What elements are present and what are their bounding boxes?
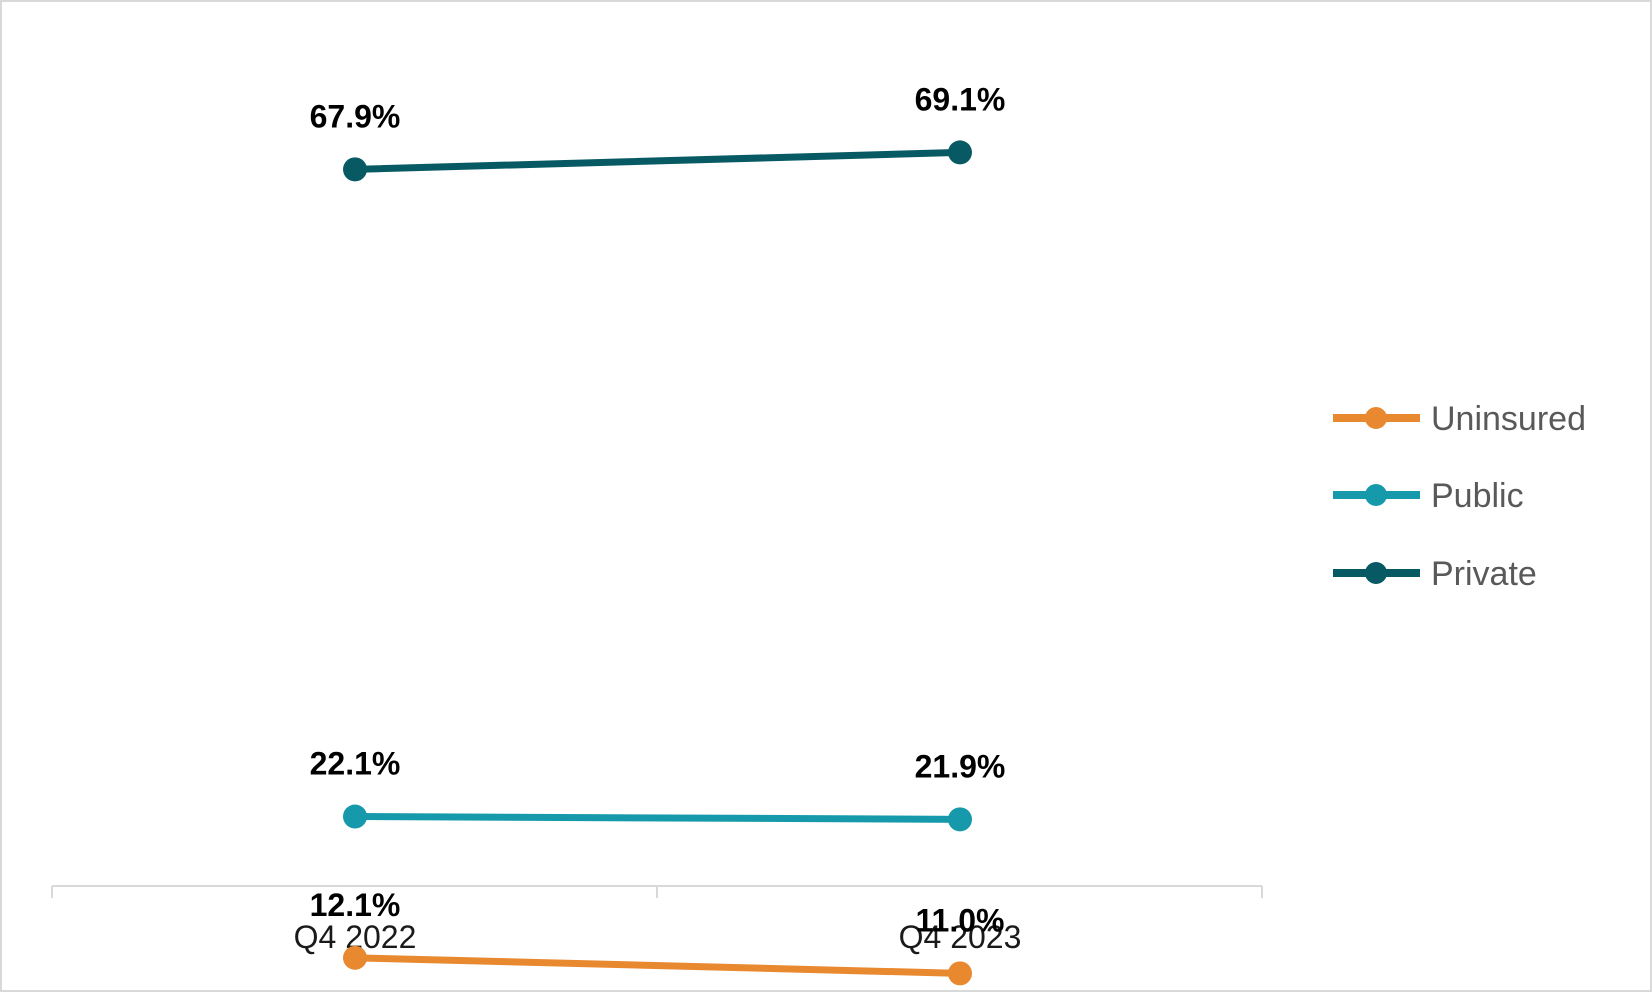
data-label-public: 22.1% xyxy=(310,746,401,782)
x-tick-label: Q4 2023 xyxy=(899,919,1022,955)
data-label-private: 69.1% xyxy=(915,81,1006,117)
data-point-uninsured xyxy=(948,961,972,986)
data-label-uninsured: 12.1% xyxy=(310,887,401,923)
legend-label-uninsured: Uninsured xyxy=(1431,400,1586,438)
data-label-uninsured: 11.0% xyxy=(916,902,1005,938)
data-label-public: 21.9% xyxy=(915,748,1006,784)
data-point-public xyxy=(343,804,367,829)
legend-label-private: Private xyxy=(1431,555,1537,593)
legend-marker-uninsured xyxy=(1365,407,1387,429)
legend-item-uninsured: Uninsured xyxy=(1333,400,1586,438)
data-point-private xyxy=(343,157,367,182)
x-axis: Q4 2022 Q4 2023 xyxy=(51,885,1263,955)
legend-item-private: Private xyxy=(1333,555,1537,593)
series-line-private xyxy=(351,148,964,173)
legend-item-public: Public xyxy=(1333,477,1524,515)
series-line-public xyxy=(351,813,964,823)
data-point-uninsured xyxy=(343,945,367,970)
data-label-private: 67.9% xyxy=(310,98,401,134)
legend-label-public: Public xyxy=(1431,477,1524,515)
legend-marker-private xyxy=(1365,562,1387,584)
legend: Uninsured Public Private xyxy=(1333,400,1586,593)
data-point-public xyxy=(948,807,972,832)
legend-marker-public xyxy=(1365,484,1387,506)
data-point-private xyxy=(948,140,972,165)
series-layer: 12.1% 11.0% 22.1% 21.9% 67.9% 69.1% xyxy=(310,81,1006,986)
series-line-uninsured xyxy=(351,954,964,977)
